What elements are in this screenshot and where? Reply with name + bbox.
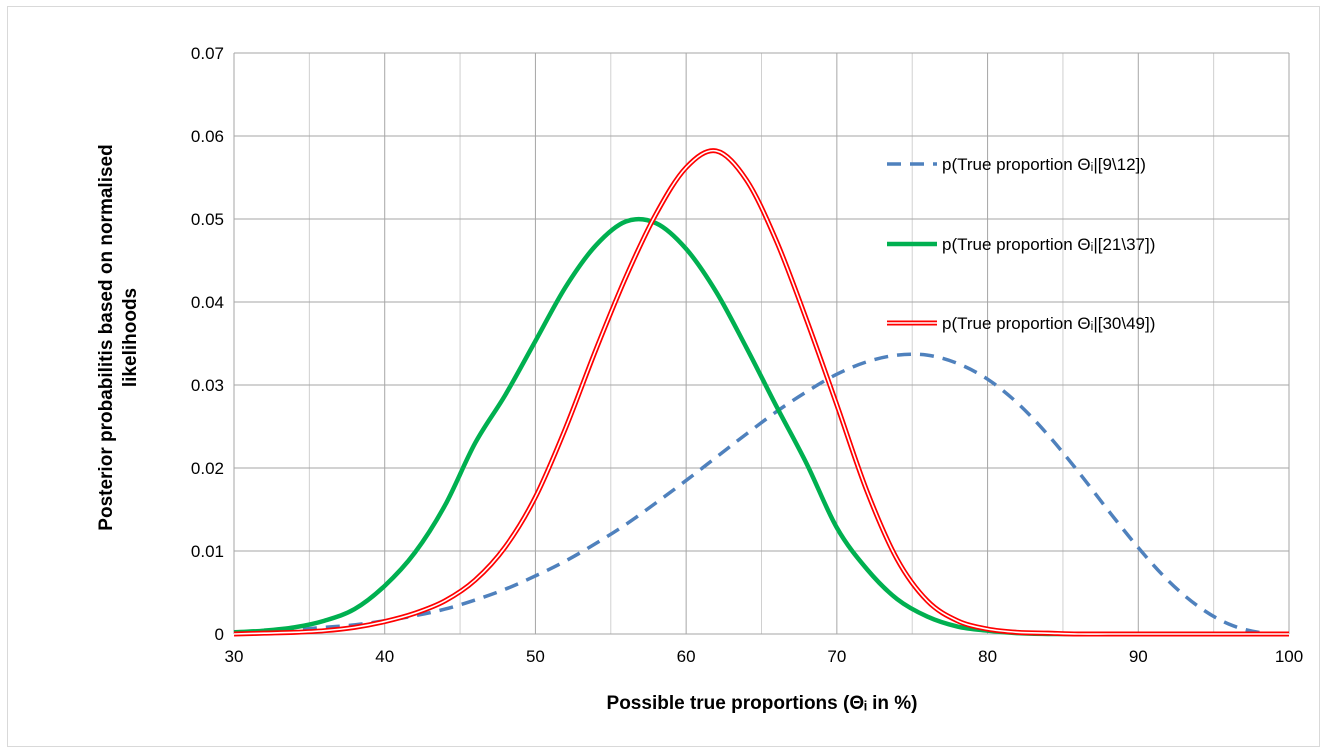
x-axis-title: Possible true proportions (Θᵢ in %)	[607, 693, 918, 714]
legend-item-3: p(True proportion Θᵢ|[30\49])	[887, 314, 1155, 333]
x-tick-label: 80	[978, 647, 997, 666]
y-tick-label: 0.06	[191, 127, 224, 146]
legend-label: p(True proportion Θᵢ|[9\12])	[942, 155, 1146, 174]
legend-label: p(True proportion Θᵢ|[30\49])	[942, 314, 1155, 333]
x-tick-label: 30	[225, 647, 244, 666]
y-axis-title-line: Posterior probabilitis based on normalis…	[96, 144, 117, 530]
y-axis-title: Posterior probabilitis based on normalis…	[96, 144, 141, 530]
legend: p(True proportion Θᵢ|[9\12]) p(True propo…	[887, 155, 1155, 333]
legend-item-1: p(True proportion Θᵢ|[9\12])	[887, 155, 1146, 174]
tick-labels: 30 40 50 60 70 80 90 100 0 0.01 0.02 0.03 0.04 0.05 0.…	[191, 44, 1303, 666]
legend-item-2: p(True proportion Θᵢ|[21\37])	[887, 235, 1155, 254]
x-tick-label: 100	[1275, 647, 1303, 666]
chart-area	[7, 6, 1320, 747]
x-tick-label: 40	[375, 647, 394, 666]
series-line-3	[233, 148, 1289, 637]
series-path-inner	[233, 149, 1289, 635]
series-path	[233, 352, 1290, 636]
series-line-1	[233, 352, 1290, 636]
x-tick-label: 70	[827, 647, 846, 666]
x-tick-label: 90	[1129, 647, 1148, 666]
gridlines	[233, 52, 1290, 635]
legend-label: p(True proportion Θᵢ|[21\37])	[942, 235, 1155, 254]
y-tick-label: 0.04	[191, 293, 224, 312]
series-layer	[233, 148, 1290, 637]
y-tick-label: 0.03	[191, 376, 224, 395]
y-tick-label: 0.07	[191, 44, 224, 63]
x-tick-label: 50	[526, 647, 545, 666]
y-tick-label: 0.01	[191, 542, 224, 561]
y-tick-label: 0	[215, 625, 224, 644]
x-tick-label: 60	[677, 647, 696, 666]
y-tick-label: 0.05	[191, 210, 224, 229]
y-axis-title-line: likelihoods	[120, 288, 141, 387]
y-tick-label: 0.02	[191, 459, 224, 478]
